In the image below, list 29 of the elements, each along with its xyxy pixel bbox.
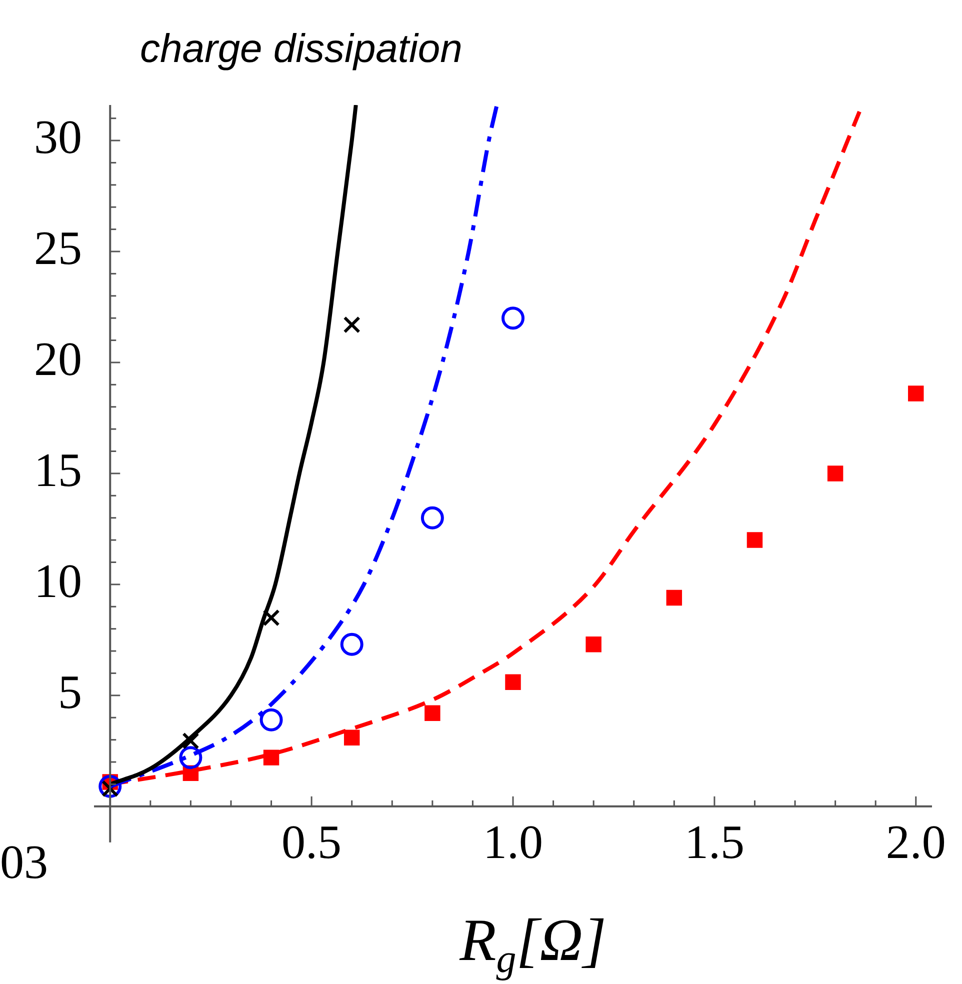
x-tick-label: 1.5 [684, 816, 744, 869]
y-tick-label: 10 [34, 555, 82, 608]
y-tick-label: 20 [34, 333, 82, 386]
y-tick-label: 30 [34, 111, 82, 164]
point [343, 316, 360, 334]
point [263, 750, 280, 766]
point [340, 632, 364, 656]
point [179, 746, 202, 770]
point [344, 730, 360, 746]
point [262, 609, 280, 626]
x-tick-label: 0.5 [282, 816, 342, 869]
chart-title: charge dissipation [140, 27, 462, 71]
point [424, 705, 440, 722]
point [586, 636, 602, 652]
point [505, 674, 521, 690]
y-tick-label: 25 [34, 222, 82, 276]
point [182, 732, 200, 750]
point [260, 708, 283, 732]
point [502, 306, 524, 330]
point [908, 386, 924, 402]
y-tick-label: 15 [34, 444, 82, 498]
y-tick-label: 5 [58, 666, 82, 720]
point [420, 506, 444, 530]
text: 03 [0, 836, 48, 889]
x-tick-label: 2.0 [886, 816, 946, 869]
point [746, 532, 763, 548]
x-tick-label: 1.0 [483, 816, 543, 869]
point [666, 590, 682, 606]
point [827, 466, 844, 482]
